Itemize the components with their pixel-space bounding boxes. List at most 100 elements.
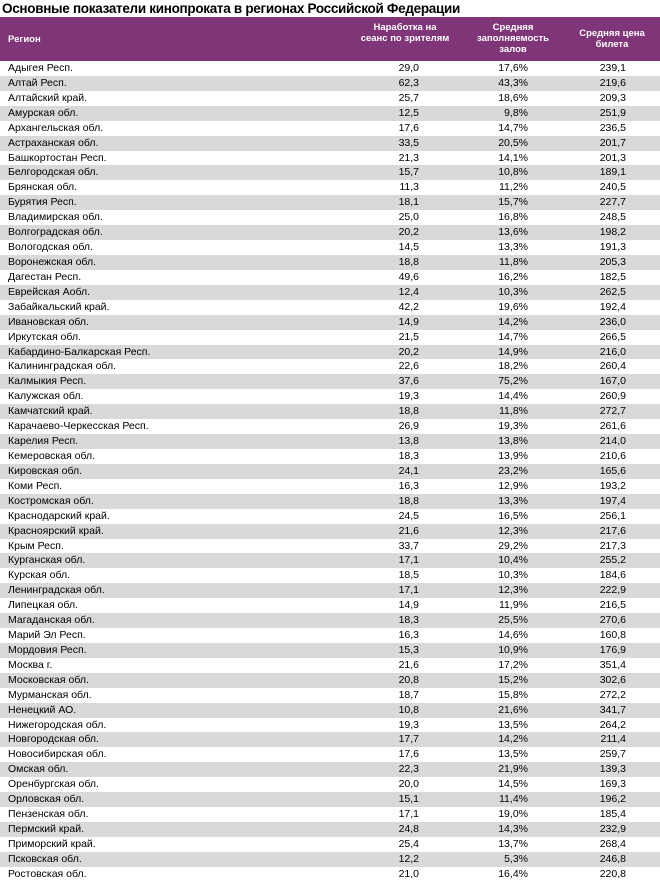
price-cell: 260,9: [599, 390, 626, 403]
table-row: Красноярский край. 21,6 12,3% 217,6: [0, 523, 660, 539]
sessions-cell: 21,6: [398, 524, 419, 537]
sessions-cell: 62,3: [398, 76, 419, 89]
sessions-cell: 25,0: [398, 211, 419, 224]
price-cell: 251,9: [599, 106, 626, 119]
region-cell: Магаданская обл.: [8, 614, 95, 627]
price-cell: 240,5: [599, 181, 626, 194]
sessions-cell: 14,5: [398, 241, 419, 254]
price-cell: 209,3: [599, 91, 626, 104]
region-cell: Оренбургская обл.: [8, 778, 99, 791]
occupancy-cell: 10,3%: [498, 569, 528, 582]
price-cell: 201,3: [599, 151, 626, 164]
occupancy-cell: 13,3%: [498, 241, 528, 254]
sessions-cell: 33,5: [398, 136, 419, 149]
region-cell: Коми Респ.: [8, 479, 63, 492]
table-row: Ненецкий АО. 10,8 21,6% 341,7: [0, 702, 660, 718]
region-cell: Еврейская Аобл.: [8, 285, 91, 298]
table-row: Амурская обл. 12,5 9,8% 251,9: [0, 105, 660, 121]
table-row: Воронежская обл. 18,8 11,8% 205,3: [0, 254, 660, 270]
region-cell: Кабардино-Балкарская Респ.: [8, 345, 151, 358]
region-cell: Алтайский край.: [8, 91, 88, 104]
table-row: Камчатский край. 18,8 11,8% 272,7: [0, 404, 660, 420]
occupancy-cell: 13,7%: [498, 837, 528, 850]
price-cell: 192,4: [599, 300, 626, 313]
region-cell: Карачаево-Черкесская Респ.: [8, 420, 149, 433]
region-cell: Ивановская обл.: [8, 315, 89, 328]
occupancy-cell: 14,9%: [498, 345, 528, 358]
region-cell: Новосибирская обл.: [8, 748, 107, 761]
region-cell: Кемеровская обл.: [8, 449, 96, 462]
table-row: Алтай Респ. 62,3 43,3% 219,6: [0, 75, 660, 91]
occupancy-cell: 13,9%: [498, 449, 528, 462]
occupancy-cell: 15,8%: [498, 688, 528, 701]
region-cell: Москва г.: [8, 658, 53, 671]
table-row: Кабардино-Балкарская Респ. 20,2 14,9% 216,0: [0, 344, 660, 360]
sessions-cell: 22,6: [398, 360, 419, 373]
occupancy-cell: 14,3%: [498, 823, 528, 836]
region-cell: Забайкальский край.: [8, 300, 110, 313]
sessions-cell: 17,1: [398, 808, 419, 821]
occupancy-cell: 43,3%: [498, 76, 528, 89]
price-cell: 205,3: [599, 255, 626, 268]
sessions-cell: 19,3: [398, 718, 419, 731]
region-cell: Волгоградская обл.: [8, 226, 103, 239]
occupancy-cell: 10,3%: [498, 285, 528, 298]
occupancy-cell: 21,9%: [498, 763, 528, 776]
price-cell: 246,8: [599, 852, 626, 865]
occupancy-cell: 16,5%: [498, 509, 528, 522]
occupancy-cell: 13,8%: [498, 435, 528, 448]
region-cell: Курганская обл.: [8, 554, 86, 567]
table-row: Владимирская обл. 25,0 16,8% 248,5: [0, 210, 660, 225]
price-cell: 196,2: [599, 793, 626, 806]
occupancy-cell: 11,4%: [499, 793, 528, 806]
sessions-cell: 18,8: [398, 255, 419, 268]
price-cell: 302,6: [599, 673, 626, 686]
region-cell: Архангельская обл.: [8, 121, 104, 134]
price-cell: 182,5: [599, 270, 626, 283]
sessions-cell: 20,8: [398, 673, 419, 686]
sessions-cell: 11,3: [399, 181, 419, 194]
table-row: Ивановская обл. 14,9 14,2% 236,0: [0, 314, 660, 330]
occupancy-cell: 13,6%: [498, 226, 528, 239]
sessions-cell: 24,1: [398, 464, 419, 477]
table-row: Брянская обл. 11,3 11,2% 240,5: [0, 180, 660, 195]
table-row: Курская обл. 18,5 10,3% 184,6: [0, 568, 660, 583]
region-cell: Камчатский край.: [8, 405, 93, 418]
sessions-cell: 17,1: [398, 584, 419, 597]
region-cell: Псковская обл.: [8, 852, 82, 865]
price-cell: 255,2: [599, 554, 626, 567]
sessions-cell: 26,9: [398, 420, 419, 433]
region-cell: Мурманская обл.: [8, 688, 92, 701]
table-row: Калининградская обл. 22,6 18,2% 260,4: [0, 359, 660, 374]
sessions-cell: 25,7: [398, 91, 419, 104]
region-cell: Новгородская обл.: [8, 733, 99, 746]
occupancy-cell: 19,3%: [498, 420, 528, 433]
table-row: Алтайский край. 25,7 18,6% 209,3: [0, 91, 660, 106]
sessions-cell: 15,1: [398, 793, 419, 806]
price-cell: 262,5: [599, 285, 626, 298]
sessions-cell: 42,2: [398, 300, 419, 313]
region-cell: Амурская обл.: [8, 106, 79, 119]
price-cell: 222,9: [599, 584, 626, 597]
sessions-cell: 17,7: [398, 733, 419, 746]
region-cell: Нижегородская обл.: [8, 718, 107, 731]
table-row: Марий Эл Респ. 16,3 14,6% 160,8: [0, 628, 660, 643]
occupancy-cell: 23,2%: [498, 464, 528, 477]
price-cell: 184,6: [599, 569, 626, 582]
sessions-cell: 18,3: [398, 449, 419, 462]
sessions-cell: 12,2: [398, 852, 419, 865]
region-cell: Воронежская обл.: [8, 255, 97, 268]
sessions-cell: 13,8: [398, 435, 419, 448]
region-cell: Костромская обл.: [8, 494, 94, 507]
sessions-cell: 25,4: [398, 837, 419, 850]
sessions-cell: 21,6: [398, 658, 419, 671]
header-occupancy: Средняя заполняемость залов: [476, 22, 549, 55]
sessions-cell: 49,6: [398, 270, 419, 283]
table-row: Карелия Респ. 13,8 13,8% 214,0: [0, 434, 660, 449]
region-cell: Пензенская обл.: [8, 808, 89, 821]
sessions-cell: 18,7: [398, 688, 419, 701]
sessions-cell: 20,0: [398, 778, 419, 791]
sessions-cell: 21,3: [398, 151, 419, 164]
occupancy-cell: 21,6%: [498, 703, 528, 716]
table-row: Москва г. 21,6 17,2% 351,4: [0, 658, 660, 673]
